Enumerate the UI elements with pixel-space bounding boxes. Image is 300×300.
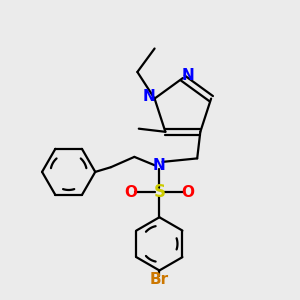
- Text: N: N: [142, 88, 155, 104]
- Text: Br: Br: [150, 272, 169, 287]
- Text: N: N: [182, 68, 195, 83]
- Text: O: O: [125, 185, 138, 200]
- Text: O: O: [181, 185, 194, 200]
- Text: N: N: [153, 158, 166, 173]
- Text: S: S: [153, 183, 165, 201]
